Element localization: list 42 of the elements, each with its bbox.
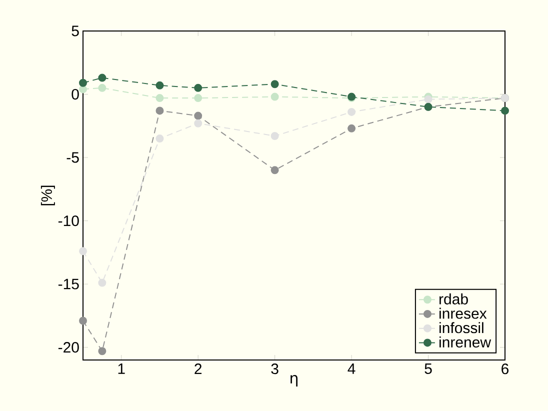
point <box>156 106 164 115</box>
point <box>79 85 88 94</box>
point <box>194 119 202 128</box>
y-tick-label: 5 <box>72 26 79 36</box>
y-tick-label: -5 <box>66 152 79 163</box>
legend-label: inresex <box>440 308 487 319</box>
x-tick-label: 2 <box>194 364 202 374</box>
y-tick-label: -20 <box>58 342 79 353</box>
x-tick-label: 5 <box>424 364 432 374</box>
point <box>348 108 356 116</box>
point <box>194 112 202 120</box>
x-tick-label: 3 <box>271 364 278 374</box>
x-tick-label: 1 <box>118 364 125 374</box>
point <box>98 84 106 92</box>
point <box>500 106 509 115</box>
point <box>79 78 88 87</box>
x-axis-title: η <box>290 375 298 387</box>
point <box>270 92 279 101</box>
point <box>98 74 106 82</box>
point <box>156 134 164 143</box>
y-tick-label: -10 <box>58 215 79 226</box>
point <box>270 166 279 174</box>
legend-label: rdab <box>440 293 468 304</box>
legend-label: inrenew <box>440 336 492 348</box>
point <box>348 124 356 132</box>
point <box>79 247 88 256</box>
point <box>194 94 202 102</box>
x-tick-label: 6 <box>502 364 509 374</box>
y-axis-title: [%] <box>40 186 55 206</box>
point <box>270 132 279 140</box>
point <box>98 278 106 287</box>
y-tick-label: 0 <box>72 88 79 100</box>
y-tick-label: -15 <box>58 278 79 290</box>
x-tick-label: 4 <box>348 364 356 374</box>
legend-label: infossil <box>440 322 484 334</box>
point <box>270 80 279 88</box>
point <box>156 94 164 102</box>
point <box>194 84 202 92</box>
point <box>424 95 432 104</box>
point <box>79 316 88 325</box>
point <box>98 347 106 356</box>
point <box>156 81 164 90</box>
